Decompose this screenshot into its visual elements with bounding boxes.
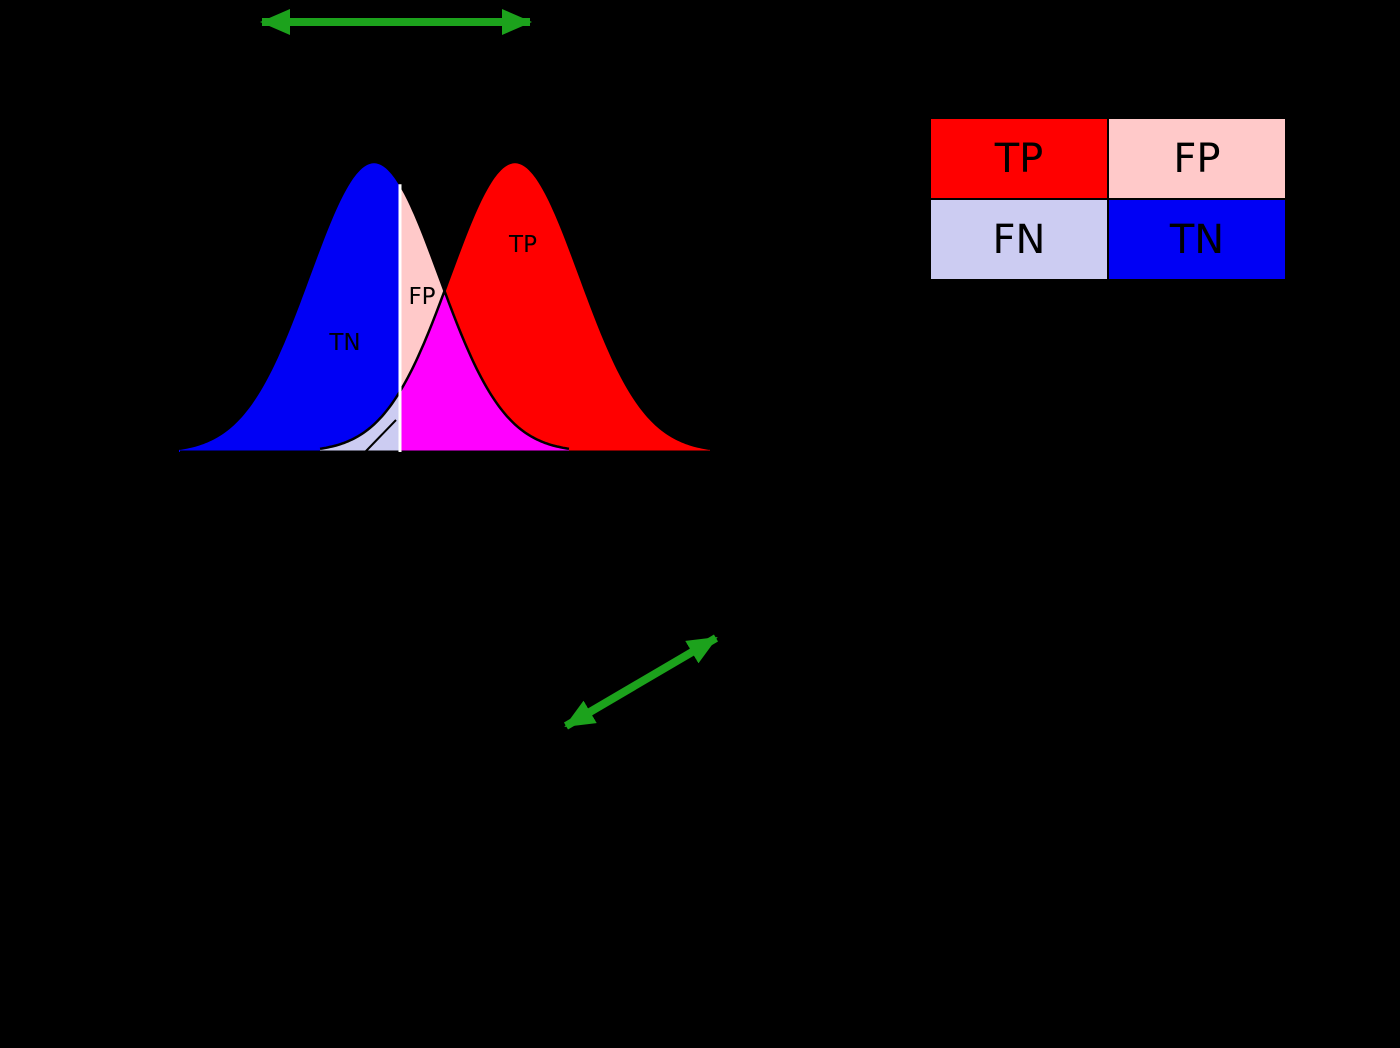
green-arrows — [260, 9, 719, 730]
legend-cell-tp: TP — [931, 119, 1107, 198]
overlap-area — [400, 291, 569, 452]
legend-cell-fn: FN — [931, 200, 1107, 279]
red-curve-outline — [319, 160, 711, 451]
tn-area — [179, 162, 400, 452]
legend-cell-tn: TN — [1109, 200, 1285, 279]
legend-cell-fp: FP — [1109, 119, 1285, 198]
fn-leader-line — [339, 419, 397, 479]
confusion-matrix-legend: TP FP FN TN — [929, 117, 1287, 281]
distribution-curves — [178, 160, 712, 479]
tp-region-label: TP — [508, 232, 537, 258]
fp-region-label: FP — [408, 284, 435, 310]
tn-region-label: TN — [328, 330, 360, 356]
tradeoff-arrow — [563, 634, 719, 730]
blue-curve-outline — [178, 160, 570, 451]
